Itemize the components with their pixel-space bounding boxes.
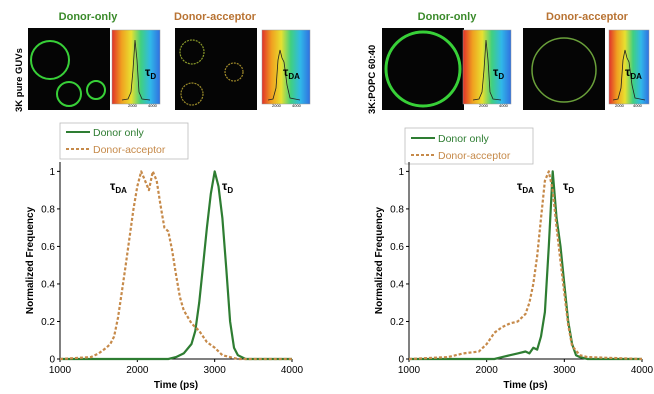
y-tick-label: 0.6 [390, 242, 404, 253]
vesicle [384, 30, 462, 108]
vesicle [180, 82, 204, 106]
y-tick-label: 0 [49, 355, 55, 366]
y-axis-label: Normalized Frequency [25, 206, 36, 314]
y-tick-label: 0.2 [41, 317, 55, 328]
panel-left: Donor-only Donor-acceptor 3K pure GUVs 2… [14, 11, 311, 391]
series-line-donor-only [409, 170, 642, 361]
x-tick-label: 1000 [49, 365, 72, 376]
y-tick-label: 0.8 [390, 204, 404, 215]
y-axis-label: Normalized Frequency [374, 206, 385, 314]
y-tick-label: 0.6 [41, 242, 55, 253]
inset-histogram [612, 49, 646, 101]
peak-label-tau-d: τD [563, 179, 574, 195]
x-axis-label: Time (ps) [503, 380, 547, 391]
microscopy-image-donor-only [28, 28, 110, 110]
inset-tick: 4000 [499, 103, 509, 108]
inset-tau-d: τD [493, 65, 504, 81]
legend-label-donor-acceptor: Donor-acceptor [93, 144, 166, 156]
side-label: 3K:POPC 60:40 [367, 45, 378, 114]
lifetime-histogram-chart: 1000 2000 3000 4000 0 0.2 0.4 0.6 0.8 1 Time (ps) N… [25, 162, 304, 391]
x-tick-label: 4000 [631, 365, 654, 376]
inset-tau-da: τDA [625, 65, 642, 81]
header-donor-acceptor: Donor-acceptor [546, 11, 629, 23]
header-donor-only: Donor-only [418, 11, 478, 23]
side-label: 3K pure GUVs [14, 48, 25, 112]
inset-tick: 2000 [615, 103, 625, 108]
inset-tick: 2000 [128, 103, 138, 108]
inset-tau-da: τDA [283, 65, 300, 81]
y-tick-label: 0.4 [390, 279, 404, 290]
x-tick-label: 1000 [398, 365, 421, 376]
vesicle [86, 80, 106, 100]
lifetime-colormap-inset-donor-acceptor: 2000 4000 τDA [261, 29, 311, 108]
vesicle [30, 40, 70, 80]
series-line-donor-acceptor [59, 170, 292, 361]
inset-tau-d: τD [145, 65, 156, 81]
vesicle [224, 62, 244, 82]
lifetime-colormap-inset-donor-only: 2000 4000 τD [111, 29, 161, 108]
peak-label-tau-d: τD [222, 179, 233, 195]
microscopy-image-donor-acceptor [523, 28, 605, 110]
microscopy-image-donor-acceptor [175, 28, 257, 110]
x-tick-label: 2000 [476, 365, 499, 376]
inset-histogram [121, 39, 151, 101]
peak-label-tau-da: τDA [517, 179, 534, 195]
inset-tick: 2000 [479, 103, 489, 108]
vesicle [56, 81, 82, 107]
inset-histogram [267, 49, 301, 101]
header-donor-only: Donor-only [59, 11, 119, 23]
header-donor-acceptor: Donor-acceptor [174, 11, 257, 23]
panel-left-svg: Donor-only Donor-acceptor 3K pure GUVs 2… [14, 11, 311, 391]
x-tick-label: 3000 [553, 365, 576, 376]
inset-tick: 4000 [148, 103, 158, 108]
panel-right: Donor-only Donor-acceptor 3K:POPC 60:40 … [327, 0, 654, 394]
inset-tick: 4000 [292, 103, 302, 108]
y-tick-label: 1 [398, 167, 404, 178]
legend-label-donor-acceptor: Donor-acceptor [438, 150, 511, 162]
lifetime-colormap-inset-donor-acceptor: 2000 4000 τDA [608, 29, 650, 108]
x-tick-label: 4000 [281, 365, 304, 376]
inset-histogram [472, 39, 502, 101]
legend-label-donor-only: Donor only [93, 127, 145, 139]
y-tick-label: 1 [49, 167, 55, 178]
vesicle [179, 39, 205, 65]
inset-tick: 2000 [272, 103, 282, 108]
x-tick-label: 2000 [126, 365, 149, 376]
chart-legend: Donor only Donor-acceptor [59, 122, 189, 160]
y-tick-label: 0.8 [41, 204, 55, 215]
y-tick-label: 0.2 [390, 317, 404, 328]
chart-legend: Donor only Donor-acceptor [404, 127, 534, 165]
x-tick-label: 3000 [204, 365, 227, 376]
y-tick-label: 0.4 [41, 279, 55, 290]
series-line-donor-acceptor [408, 170, 643, 361]
microscopy-image-donor-only [382, 28, 464, 110]
lifetime-histogram-chart: 1000 2000 3000 4000 0 0.2 0.4 0.6 0.8 1 Time (ps) N… [374, 162, 654, 391]
peak-label-tau-da: τDA [110, 179, 127, 195]
legend-label-donor-only: Donor only [438, 133, 490, 145]
y-tick-label: 0 [398, 355, 404, 366]
series-line-donor-only [60, 170, 292, 361]
panel-right-svg: Donor-only Donor-acceptor 3K:POPC 60:40 … [367, 11, 654, 391]
inset-tick: 4000 [633, 103, 643, 108]
lifetime-colormap-inset-donor-only: 2000 4000 τD [462, 29, 512, 108]
vesicle [531, 37, 597, 103]
x-axis-label: Time (ps) [154, 380, 198, 391]
